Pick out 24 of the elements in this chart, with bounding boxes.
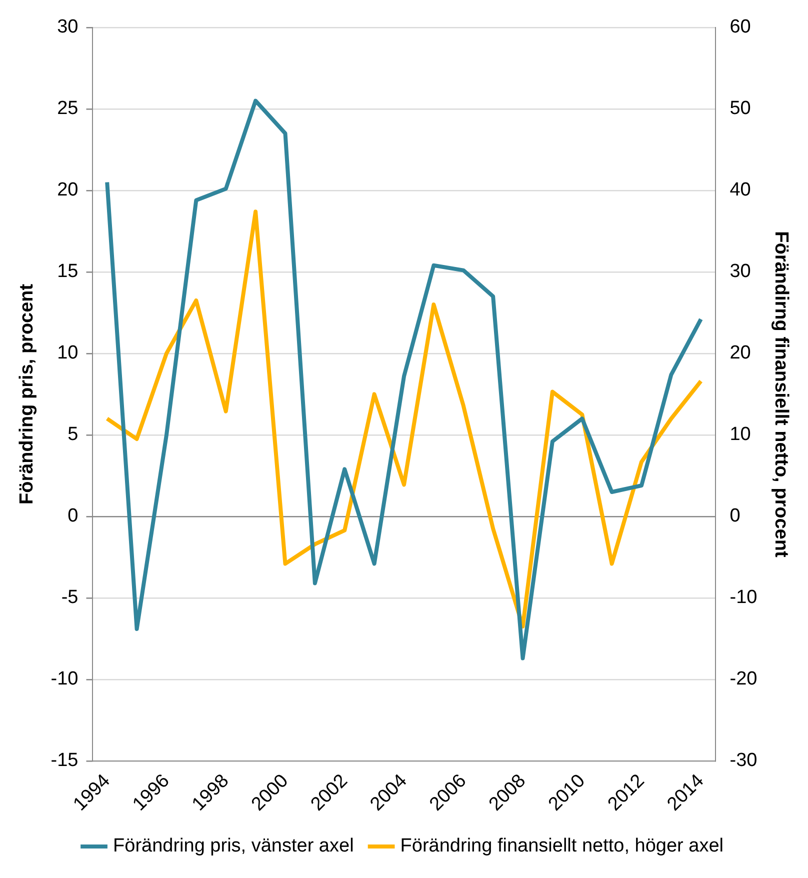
y2-tick-label: 10 [730, 424, 751, 446]
y2-tick-label: 30 [730, 261, 751, 282]
y2-tick-label: -20 [730, 668, 758, 690]
y2-tick-label: -30 [730, 750, 758, 772]
y2-tick-label: 20 [730, 342, 751, 364]
y2-tick-label: -10 [730, 587, 758, 608]
y2-axis-title: Förändirng finansiellt netto, procent [770, 231, 792, 558]
y-tick-label: 25 [57, 98, 78, 120]
y2-tick-label: 0 [730, 506, 740, 527]
legend-label: Förändring finansiellt netto, höger axel [400, 836, 724, 857]
y-tick-label: -5 [61, 587, 78, 608]
y2-tick-label: 40 [730, 180, 751, 201]
y-tick-label: 30 [57, 16, 78, 38]
y-tick-label: -10 [50, 668, 78, 690]
y-tick-label: -15 [50, 750, 78, 772]
y-tick-label: 0 [68, 506, 78, 527]
y-tick-label: 15 [57, 261, 78, 282]
y-tick-label: 10 [57, 342, 78, 364]
y2-tick-label: 60 [730, 16, 751, 38]
y-tick-label: 5 [68, 424, 78, 446]
legend-label: Förändring pris, vänster axel [113, 836, 354, 857]
y2-tick-label: 50 [730, 98, 751, 120]
y-axis-title: Förändring pris, procent [16, 283, 38, 505]
y-tick-label: 20 [57, 180, 78, 201]
